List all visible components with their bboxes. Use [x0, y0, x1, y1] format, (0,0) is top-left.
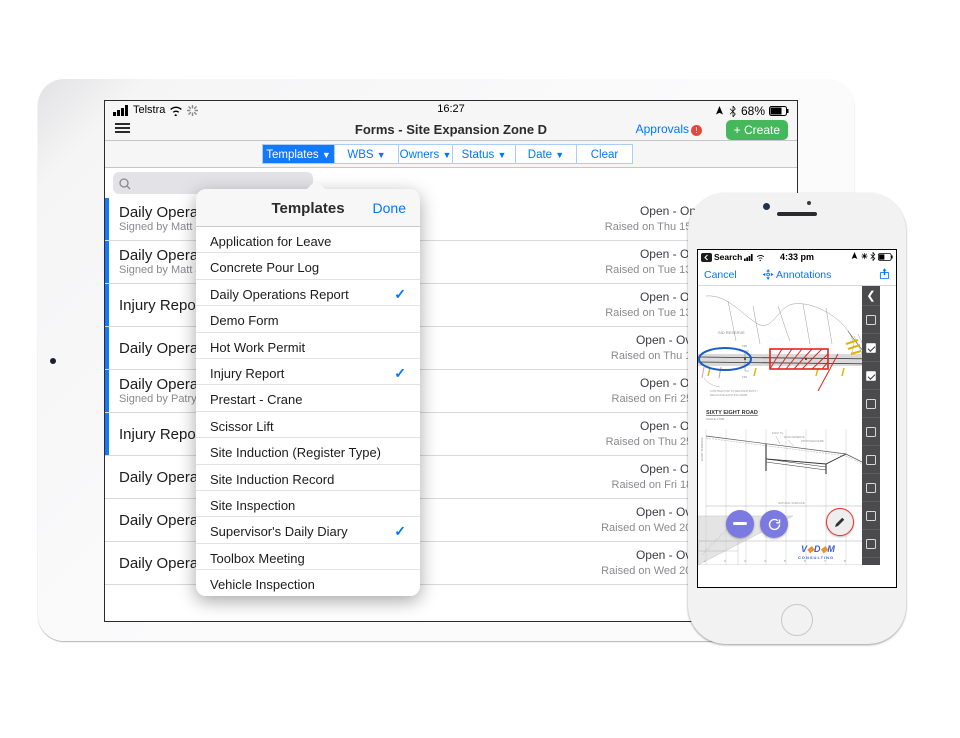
svg-text:195: 195 — [742, 344, 747, 348]
svg-text:NATURAL SURFACE: NATURAL SURFACE — [778, 501, 805, 505]
svg-text:8: 8 — [844, 559, 846, 563]
svg-text:2: 2 — [724, 559, 726, 563]
svg-text:EXIST SURFACE: EXIST SURFACE — [700, 437, 704, 461]
svg-text:V◆D◆M: V◆D◆M — [801, 544, 835, 554]
svg-text:4: 4 — [764, 559, 766, 563]
svg-text:SCALE 1:500: SCALE 1:500 — [706, 417, 725, 421]
svg-text:3: 3 — [744, 559, 746, 563]
svg-text:CONSULTING: CONSULTING — [798, 555, 834, 560]
svg-text:PROPOSED KERB: PROPOSED KERB — [801, 439, 824, 443]
svg-text:RELOCATE EXISTING KERB: RELOCATE EXISTING KERB — [710, 393, 747, 397]
svg-text:5: 5 — [784, 559, 786, 563]
svg-text:SIXTY EIGHT ROAD: SIXTY EIGHT ROAD — [706, 410, 758, 416]
svg-text:195: 195 — [742, 375, 747, 379]
svg-text:ROAD RESERVE: ROAD RESERVE — [784, 435, 805, 439]
svg-text:EXIST PL: EXIST PL — [772, 431, 784, 435]
svg-text:SID RESERVE: SID RESERVE — [718, 330, 745, 335]
